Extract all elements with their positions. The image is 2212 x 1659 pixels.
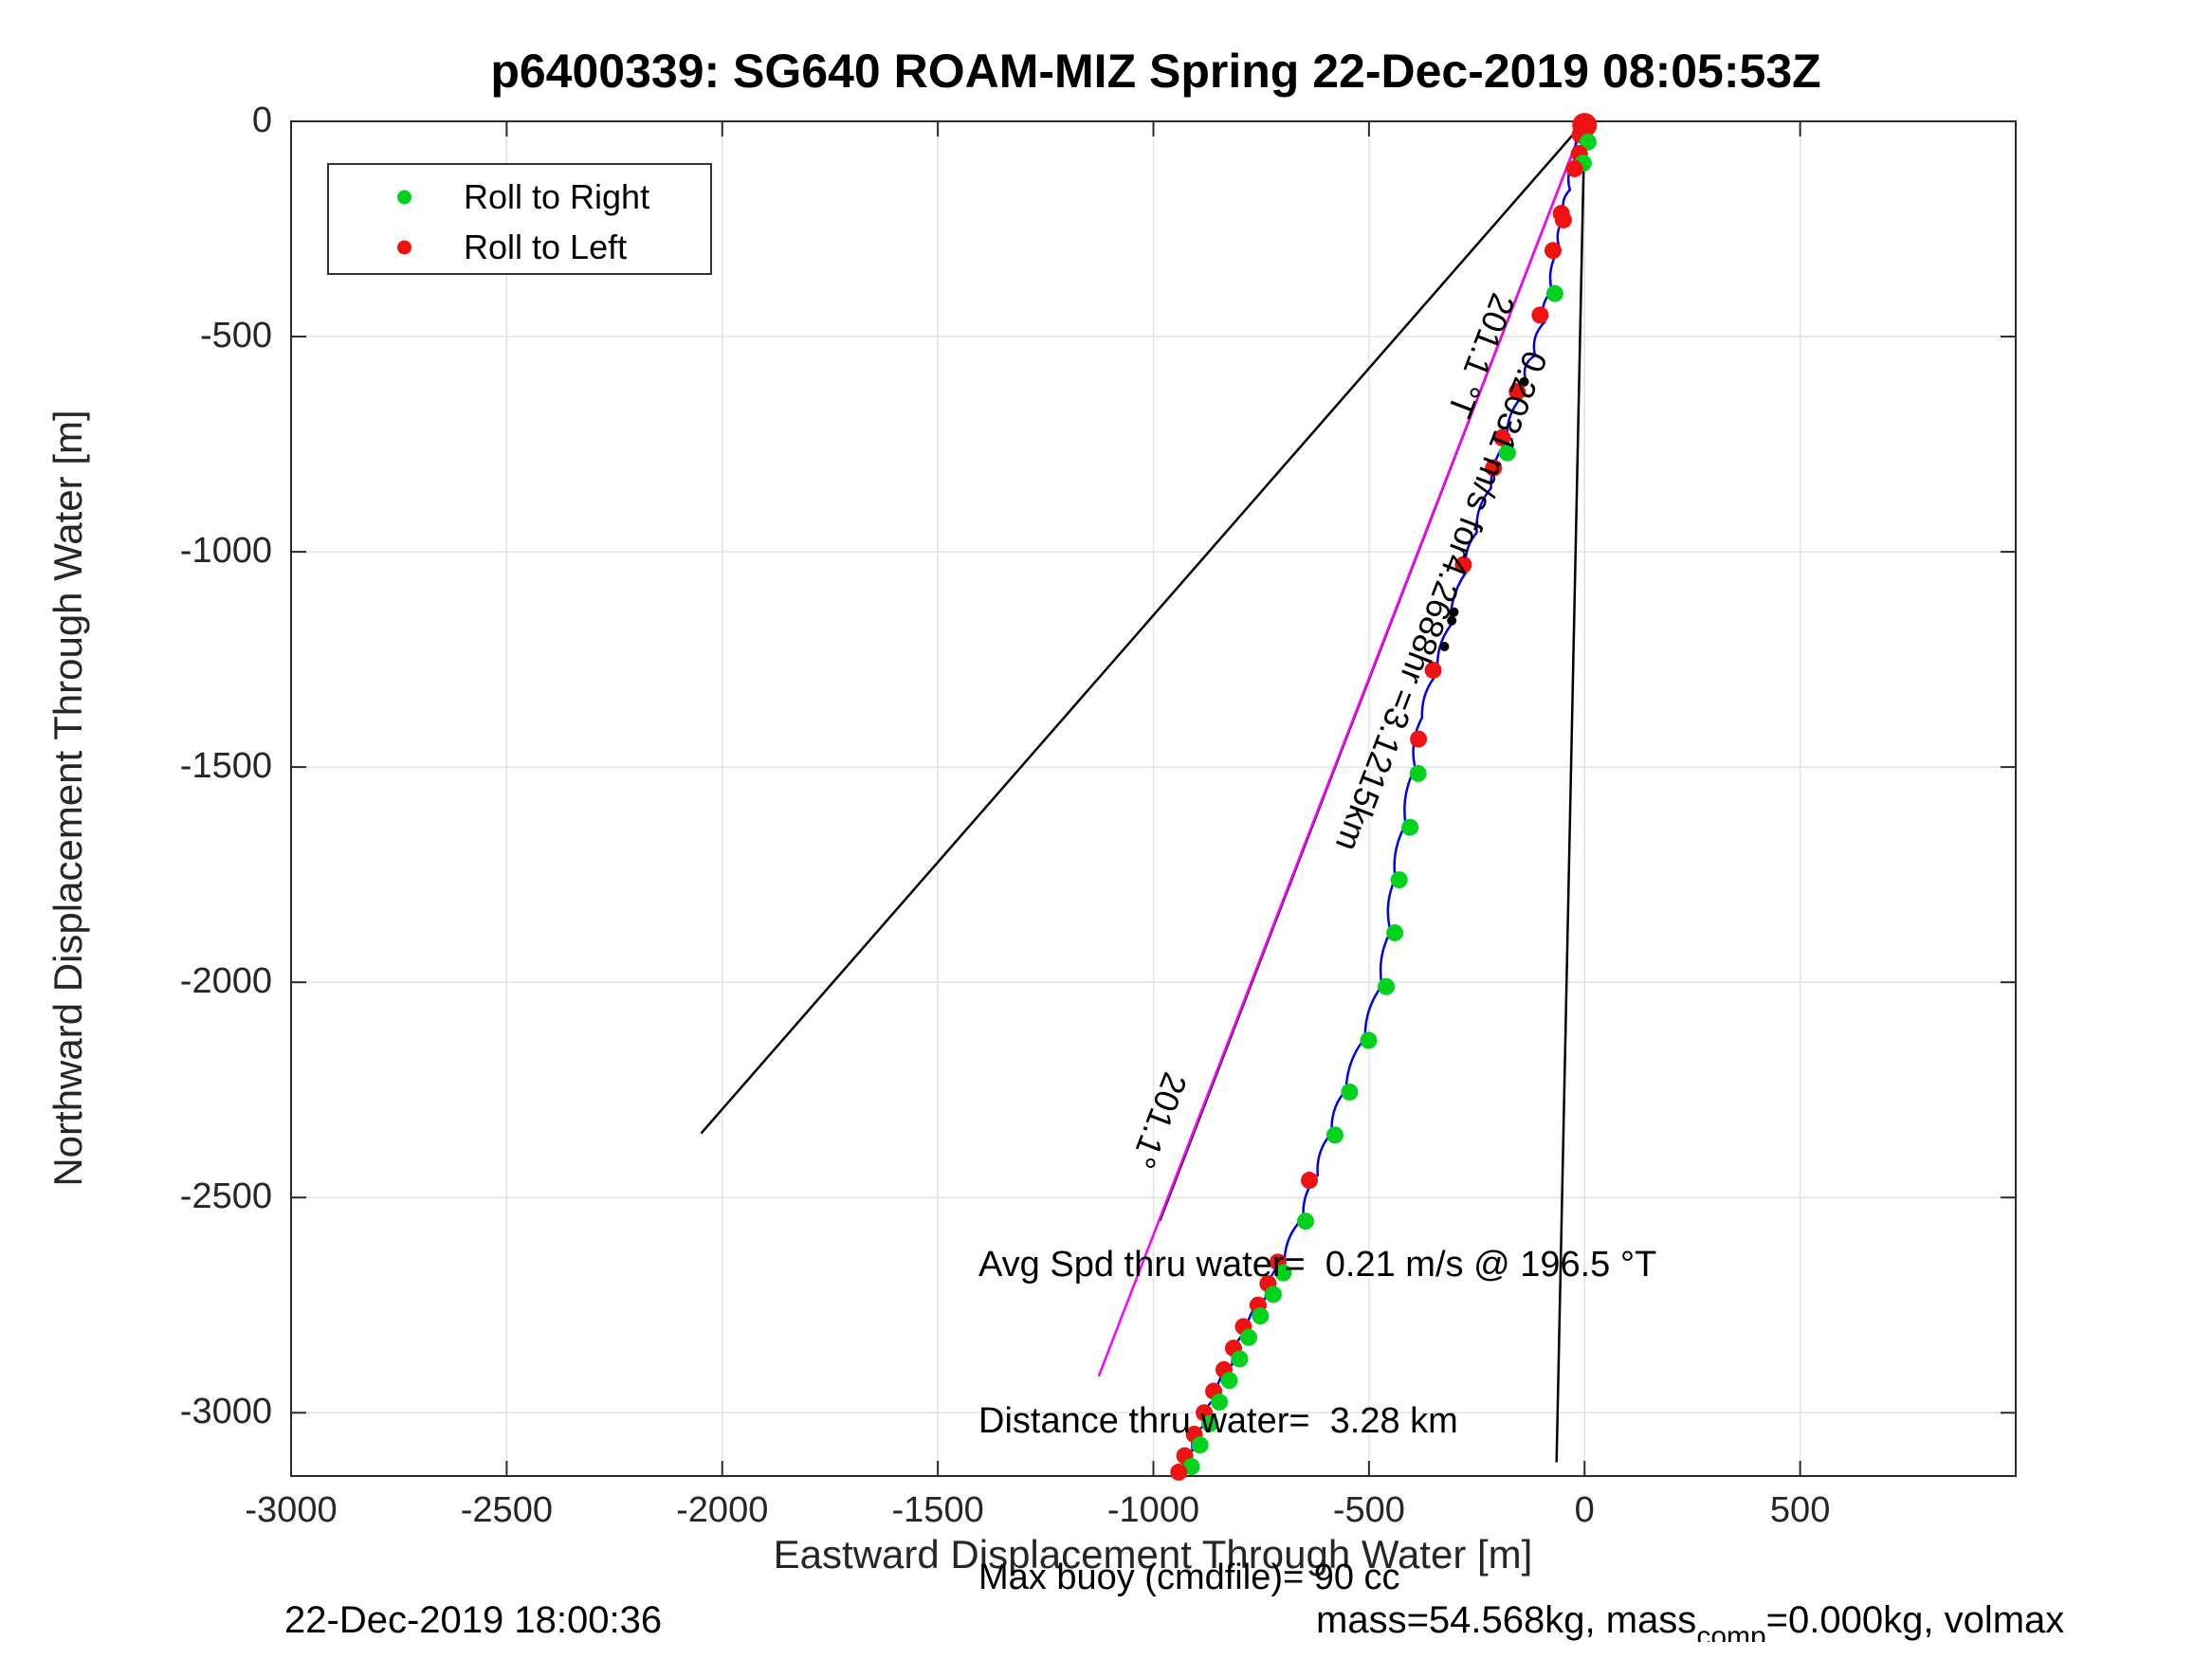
apogee-dot [1449, 607, 1459, 617]
roll-right-dot [1341, 1083, 1359, 1101]
y-tick-label: -1500 [179, 746, 272, 787]
apogee-dot [1519, 376, 1529, 387]
roll-left-dot [1485, 459, 1503, 477]
displacement-vector [1097, 120, 1586, 1377]
y-tick-label: -3000 [179, 1392, 272, 1432]
x-tick-label: 0 [1574, 1490, 1595, 1530]
legend-item-roll-left: Roll to Left [329, 222, 710, 273]
y-axis-label: Northward Displacement Through Water [m] [46, 410, 90, 1187]
roll-left-dot [1544, 242, 1562, 260]
heading-line [1555, 120, 1586, 1463]
y-tick-label: -2500 [179, 1176, 272, 1217]
roll-right-dot [1409, 764, 1427, 782]
dive-stats-block: Avg Spd thru water= 0.21 m/s @ 196.5 °T … [978, 1135, 1656, 1659]
roll-right-dot [1498, 444, 1516, 462]
roll-right-dot [1378, 977, 1396, 995]
x-tick-label: -2500 [460, 1490, 553, 1530]
x-axis-label: Eastward Displacement Through Water [m] [773, 1532, 1533, 1577]
roll-right-dot [1386, 923, 1404, 941]
legend-item-roll-right: Roll to Right [329, 172, 710, 223]
roll-left-dot [1508, 383, 1526, 401]
y-tick-label: 0 [251, 100, 272, 140]
roll-left-dot [1531, 306, 1549, 324]
roll-right-dot [1191, 1436, 1209, 1454]
roll-right-dot [1297, 1212, 1315, 1231]
plot-title: p6400339: SG640 ROAM-MIZ Spring 22-Dec-2… [490, 45, 1821, 98]
roll-left-dot [1565, 159, 1583, 177]
y-tick-label: -1000 [179, 531, 272, 572]
roll-left-dot [1493, 428, 1511, 447]
apogee-dot [1439, 641, 1450, 651]
roll-right-dot [1545, 284, 1563, 302]
roll-right-dot [1360, 1031, 1378, 1049]
x-tick-label: -1500 [891, 1490, 984, 1530]
x-tick-label: -500 [1332, 1490, 1405, 1530]
x-tick-label: -3000 [245, 1490, 338, 1530]
roll-left-marker-icon [397, 240, 411, 255]
roll-right-dot [1231, 1350, 1249, 1368]
roll-right-dot [1239, 1328, 1257, 1346]
roll-right-marker-icon [397, 190, 411, 205]
x-tick-label: -2000 [676, 1490, 769, 1530]
roll-left-dot [1424, 661, 1442, 679]
roll-right-dot [1201, 1414, 1219, 1432]
legend-label: Roll to Left [464, 228, 628, 266]
stat-max-buoy: Max buoy (cmdfile)= 90 cc [978, 1558, 1400, 1597]
stat-avg-speed: Avg Spd thru water= 0.21 m/s @ 196.5 °T [978, 1245, 1657, 1285]
y-tick-label: -500 [199, 316, 272, 356]
roll-right-dot [1401, 818, 1419, 836]
stat-distance: Distance thru water= 3.28 km [978, 1401, 1458, 1441]
timestamp: 22-Dec-2019 18:00:36 [284, 1599, 663, 1641]
roll-right-dot [1274, 1264, 1292, 1282]
roll-left-dot [1301, 1172, 1319, 1190]
apogee-dot [1447, 615, 1457, 626]
roll-left-dot [1410, 730, 1428, 748]
mass-readout: mass=54.568kg, masscomp=0.000kg, volmax [1316, 1599, 2065, 1642]
roll-right-dot [1211, 1393, 1229, 1411]
roll-right-dot [1252, 1307, 1270, 1325]
x-tick-label: 500 [1769, 1490, 1831, 1530]
roll-left-dot [1454, 556, 1472, 574]
legend: Roll to Right Roll to Left [327, 163, 712, 275]
legend-label: Roll to Right [464, 177, 650, 216]
y-tick-label: -2000 [179, 961, 272, 1002]
roll-right-dot [1264, 1285, 1282, 1304]
roll-right-dot [1390, 871, 1408, 889]
roll-left-dot [1170, 1463, 1188, 1481]
fan-line [700, 120, 1586, 1135]
roll-right-dot [1220, 1372, 1238, 1390]
roll-right-dot [1325, 1126, 1344, 1144]
roll-left-dot [1554, 210, 1572, 228]
roll-right-dot [1579, 133, 1597, 151]
x-tick-label: -1000 [1106, 1490, 1200, 1530]
